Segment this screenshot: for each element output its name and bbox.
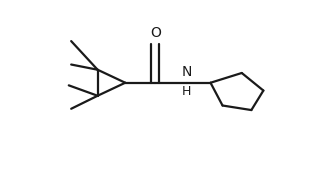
Text: O: O [150,27,161,40]
Text: N: N [181,66,192,79]
Text: H: H [182,85,191,98]
